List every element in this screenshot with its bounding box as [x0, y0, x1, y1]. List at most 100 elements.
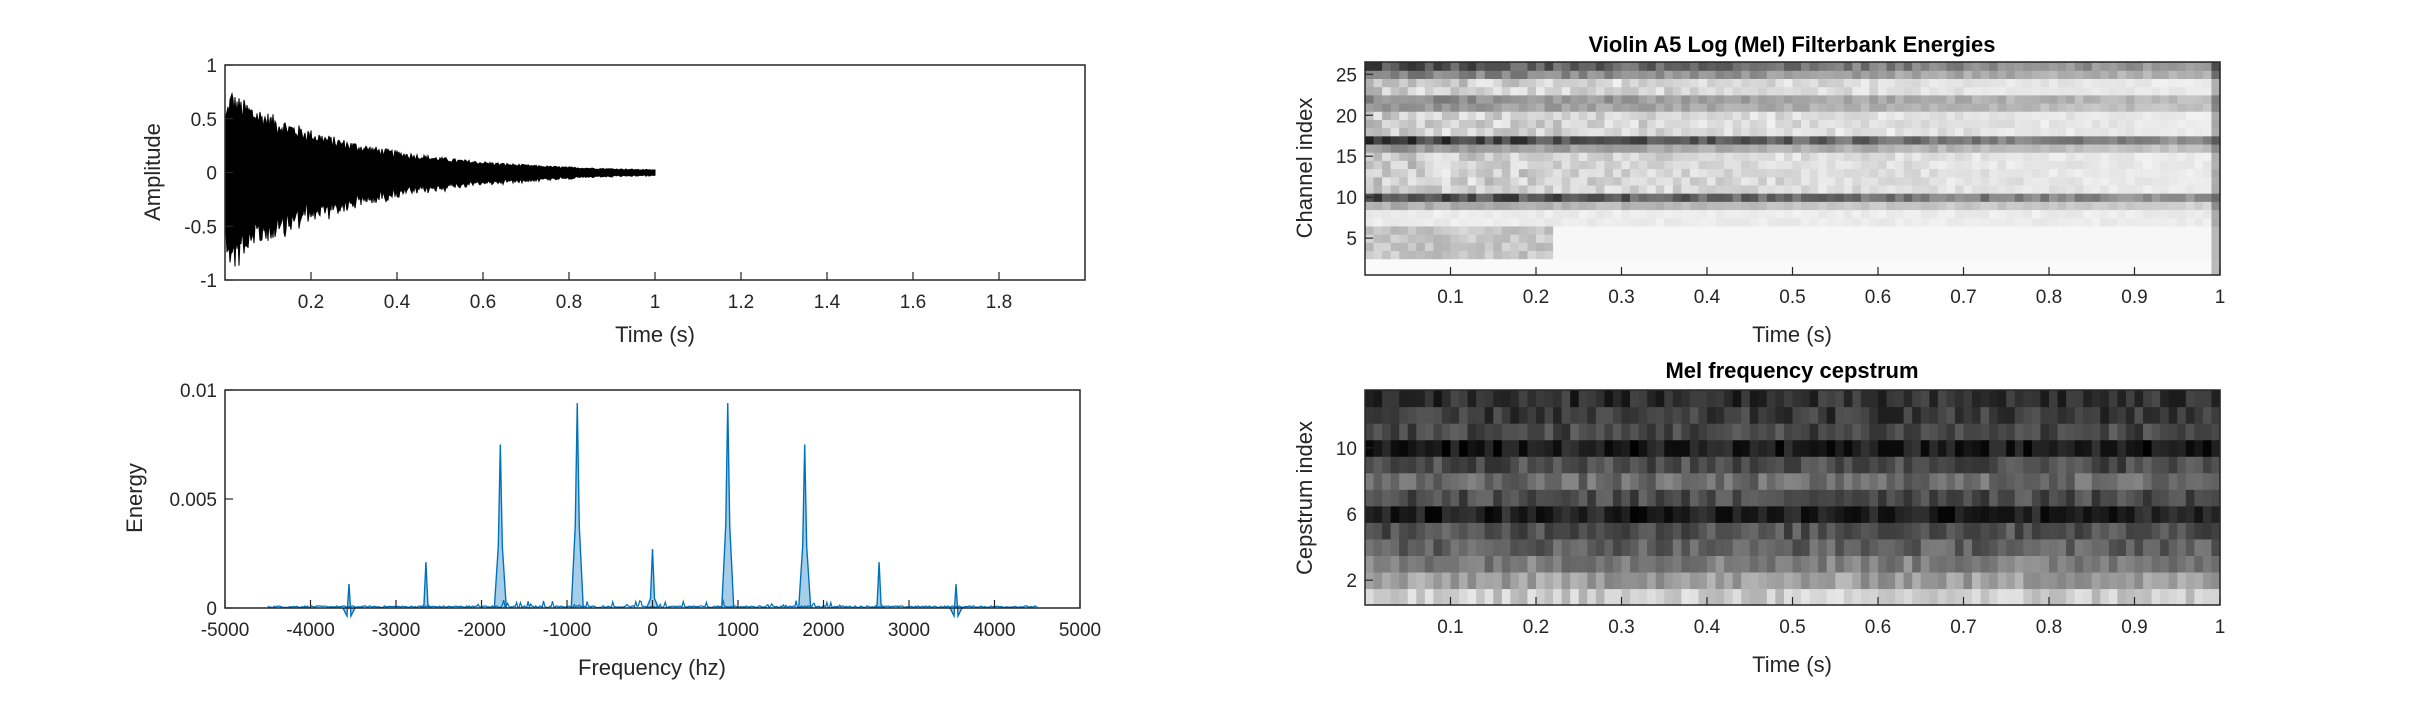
filterbank-cell: [1459, 143, 1469, 153]
filterbank-cell: [2168, 176, 2178, 186]
filterbank-cell: [1672, 201, 1682, 211]
filterbank-cell: [1869, 152, 1879, 161]
filterbank-cell: [1852, 86, 1862, 96]
filterbank-cell: [1612, 102, 1623, 112]
filterbank-cell: [1689, 86, 1700, 96]
filterbank-cell: [2211, 152, 2221, 161]
cepstrum-cell: [2066, 472, 2076, 490]
filterbank-cell: [1595, 94, 1605, 104]
cepstrum-cell: [1698, 472, 1708, 490]
cepstrum-cell: [1783, 406, 1794, 424]
filterbank-cell: [2134, 152, 2144, 161]
filterbank-cell: [1604, 225, 1614, 235]
cepstrum-cell: [1433, 489, 1443, 507]
filterbank-cell: [1766, 70, 1776, 79]
filterbank-cell: [1433, 193, 1443, 202]
filterbank-cell: [1937, 160, 1947, 170]
cepstrum-cell: [2211, 406, 2221, 424]
filterbank-cell: [2091, 193, 2101, 202]
cepstrum-cell: [1510, 505, 1520, 523]
filterbank-cell: [2083, 209, 2093, 219]
filterbank-cell: [2143, 86, 2153, 96]
filterbank-cell: [1963, 217, 1973, 227]
filterbank-cell: [2143, 94, 2153, 104]
filterbank-cell: [1997, 258, 2007, 268]
filterbank-cell: [1527, 176, 1537, 186]
filterbank-cell: [1929, 201, 1939, 211]
filterbank-cell: [1920, 152, 1930, 161]
filterbank-cell: [1989, 266, 1999, 276]
filterbank-cell: [1416, 127, 1426, 137]
cepstrum-cell: [1783, 390, 1794, 408]
filterbank-cell: [1783, 111, 1794, 120]
cepstrum-cell: [1741, 423, 1751, 441]
cepstrum-cell: [1518, 522, 1529, 540]
filterbank-cell: [2006, 86, 2016, 96]
cepstrum-cell: [1852, 390, 1862, 408]
filterbank-cell: [2143, 168, 2153, 178]
filterbank-cell: [2023, 217, 2033, 227]
cepstrum-cell: [2160, 571, 2170, 590]
cepstrum-cell: [2031, 538, 2042, 556]
filterbank-cell: [2211, 78, 2221, 88]
filterbank-cell: [1476, 266, 1486, 276]
cepstrum-cell: [1544, 489, 1554, 507]
filterbank-cell: [1972, 143, 1982, 153]
cepstrum-cell: [1912, 390, 1922, 408]
filterbank-cell: [1459, 242, 1469, 252]
filterbank-cell: [2100, 209, 2110, 219]
filterbank-cell: [1903, 266, 1913, 276]
filterbank-cell: [1570, 209, 1580, 219]
filterbank-cell: [1954, 135, 1965, 145]
cepstrum-cell: [1869, 588, 1879, 606]
filterbank-cell: [1818, 160, 1828, 170]
cepstrum-cell: [1604, 571, 1614, 590]
filterbank-cell: [1441, 168, 1452, 178]
cepstrum-cell: [1989, 423, 1999, 441]
filterbank-cell: [2185, 250, 2195, 260]
filterbank-cell: [1707, 201, 1717, 211]
cepstrum-cell: [1467, 538, 1477, 556]
filterbank-cell: [1655, 184, 1665, 194]
filterbank-cell: [1578, 258, 1588, 268]
filterbank-cell: [1912, 86, 1922, 96]
filterbank-cell: [1638, 225, 1648, 235]
cepstrum-cell: [1895, 489, 1905, 507]
filterbank-cell: [1724, 111, 1734, 120]
cepstrum-cell: [1501, 571, 1511, 590]
filterbank-cell: [1630, 78, 1640, 88]
cepstrum-cell: [1963, 555, 1973, 573]
filterbank-cell: [1878, 176, 1888, 186]
cepstrum-cell: [1612, 423, 1623, 441]
cepstrum-cell: [1612, 489, 1623, 507]
filterbank-cell: [2031, 160, 2042, 170]
cepstrum-cell: [1946, 588, 1956, 606]
filterbank-cell: [2040, 201, 2050, 211]
cepstrum-cell: [1783, 588, 1794, 606]
filterbank-cell: [1818, 217, 1828, 227]
filterbank-cell: [1895, 209, 1905, 219]
filterbank-cell: [1809, 193, 1819, 202]
filterbank-cell: [1518, 193, 1529, 202]
filterbank-cell: [1578, 62, 1588, 71]
cepstrum-cell: [1647, 489, 1657, 507]
filterbank-cell: [1459, 234, 1469, 243]
filterbank-cell: [2185, 168, 2195, 178]
filterbank-cell: [1561, 111, 1571, 120]
filterbank-cell: [1672, 258, 1682, 268]
cepstrum-cell: [2194, 505, 2204, 523]
filterbank-cell: [1681, 176, 1691, 186]
filterbank-cell: [2177, 201, 2187, 211]
filterbank-cell: [1604, 119, 1614, 129]
cepstrum-cell: [1433, 538, 1443, 556]
filterbank-cell: [1801, 250, 1811, 260]
cepstrum-cell: [1912, 423, 1922, 441]
cepstrum-cell: [1544, 439, 1554, 457]
filterbank-cell: [1878, 193, 1888, 202]
cepstrum-cell: [1476, 456, 1486, 474]
filterbank-cell: [1630, 250, 1640, 260]
filterbank-cell: [1612, 70, 1623, 79]
filterbank-cell: [1553, 62, 1563, 71]
filterbank-cell: [1672, 209, 1682, 219]
cepstrum-cell: [2108, 439, 2118, 457]
